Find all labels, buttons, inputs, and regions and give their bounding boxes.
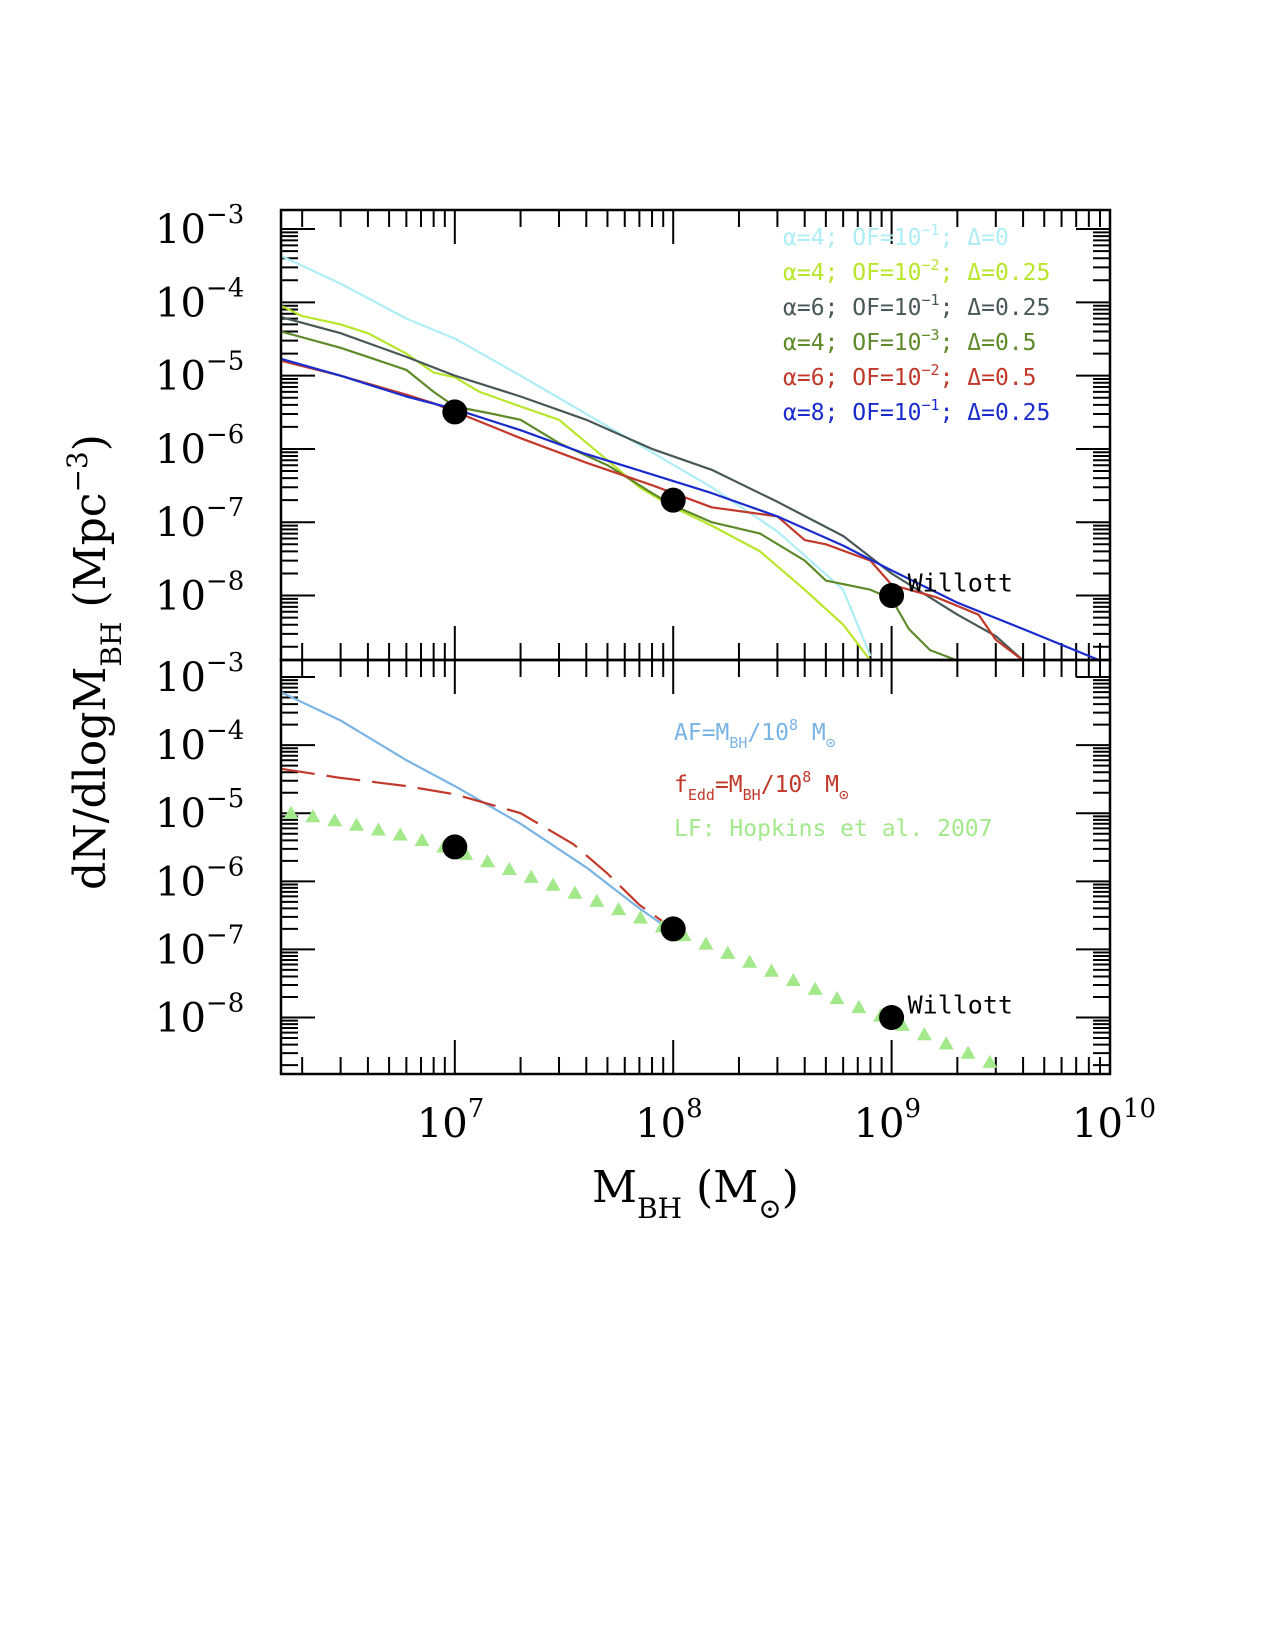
y-tick-label: 10−3 [155,648,244,701]
triangle-marker [501,861,517,875]
y-axis-title: dN/dlogMBH (Mpc−3) [61,434,128,890]
triangle-marker [523,869,539,883]
willott-label: Willott [908,569,1013,598]
x-tick-label: 1010 [1072,1094,1156,1147]
triangle-marker [283,805,299,819]
willott-points-top: Willott [442,399,1013,609]
top-legend-entry: α=8; OF=10−1; Δ=0.25 [783,396,1050,426]
legends: α=4; OF=10−1; Δ=0 α=4; OF=10−2; Δ=0.25 α=6… [674,221,1050,842]
triangle-marker [938,1036,954,1050]
y-tick-label: 10−4 [155,273,244,326]
series-line-top-1 [281,304,872,660]
y-tick-label: 10−3 [155,200,244,253]
triangle-marker [720,945,736,959]
y-tick-label: 10−5 [155,784,244,837]
triangle-marker [742,954,758,968]
willott-point [879,1005,905,1031]
bottom-legend-entry: LF: Hopkins et al. 2007 [674,816,993,842]
axis-titles: MBH (M⊙) dN/dlogMBH (Mpc−3) [61,434,799,1225]
triangle-marker [545,877,561,891]
willott-point [660,487,686,513]
triangle-marker [327,813,343,827]
triangle-marker [349,817,365,831]
triangle-marker [414,832,430,846]
triangle-marker [567,885,583,899]
willott-point [879,583,905,609]
triangle-marker [480,854,496,868]
triangle-marker [698,936,714,950]
triangle-marker [851,1000,867,1014]
triangle-marker [960,1045,976,1059]
top-legend-entry: α=4; OF=10−1; Δ=0 [783,221,1009,251]
triangle-marker [589,893,605,907]
y-tick-label: 10−4 [155,716,244,769]
triangle-marker [785,972,801,987]
triangle-marker [763,963,779,977]
bottom-legend-entry: fEdd=MBH/108 M⊙ [674,768,849,804]
triangle-marker [982,1054,998,1068]
y-tick-label: 10−8 [155,989,244,1042]
y-tick-label: 10−5 [155,347,244,400]
triangle-marker [916,1027,932,1041]
series-line-top-5 [281,357,1101,660]
bottom-panel: Willott [279,658,1112,1076]
willott-point [442,399,468,425]
top-legend-entry: α=6; OF=10−1; Δ=0.25 [783,291,1050,321]
triangle-marker [829,991,845,1005]
x-axis-title: MBH (M⊙) [592,1162,799,1225]
y-tick-label: 10−7 [155,493,244,546]
triangle-marker [392,827,408,841]
y-tick-label: 10−6 [155,420,244,473]
panel-frame [279,658,1112,1076]
series-line-bottom-1 [281,767,674,930]
x-tick-label: 107 [417,1094,484,1147]
y-tick-label: 10−7 [155,920,244,973]
x-tick-labels: 107 108 109 1010 [417,1094,1156,1147]
series-line-bottom-0 [281,691,674,933]
top-legend-entry: α=4; OF=10−2; Δ=0.25 [783,256,1050,286]
top-legend-entry: α=4; OF=10−3; Δ=0.5 [783,326,1037,356]
willott-points-bottom: Willott [442,834,1013,1031]
triangle-marker [807,981,823,995]
ticks-bottom [281,660,1111,1074]
top-legend-entry: α=6; OF=10−2; Δ=0.5 [783,361,1037,391]
bottom-legend-entry: AF=MBH/108 M⊙ [674,716,836,752]
willott-point [442,834,468,860]
ticks-top [281,210,1111,660]
series-line-top-0 [281,254,872,657]
x-tick-label: 108 [635,1094,702,1147]
willott-label: Willott [908,991,1013,1020]
y-tick-label: 10−6 [155,852,244,905]
triangle-marker [611,902,627,916]
triangle-marker [370,822,386,836]
triangle-marker [305,809,321,823]
willott-point [660,916,686,942]
triangle-marker [632,910,648,924]
y-tick-label: 10−8 [155,567,244,620]
x-tick-label: 109 [854,1094,921,1147]
y-tick-labels: 10−3 10−4 10−5 10−6 10−7 10−8 10−3 10−4 10−5 10−6… [155,200,244,1041]
series-line-top-2 [281,316,1024,660]
